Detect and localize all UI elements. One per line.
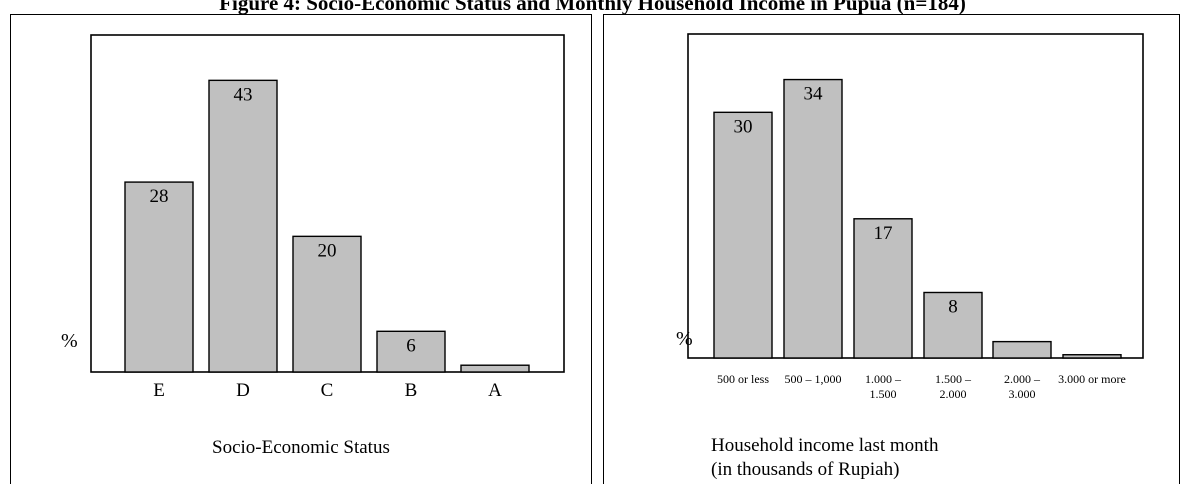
x-tick-label: D <box>236 380 250 401</box>
x-tick-label: 2.000 <box>940 387 967 401</box>
y-axis-label: % <box>676 328 693 350</box>
bar-value-label: 30 <box>734 116 753 137</box>
left-chart: 28 E 43 D 20 C 6 B A% <box>61 34 565 401</box>
bar-value-label: 34 <box>804 84 824 105</box>
right-x-axis-label-line-2: (in thousands of Rupiah) <box>711 459 900 480</box>
bar <box>124 181 194 373</box>
x-tick-label: B <box>405 380 418 401</box>
x-tick-label: C <box>321 380 334 401</box>
x-tick-label: 1.500 – <box>935 372 972 386</box>
bar-value-label: 6 <box>406 335 416 356</box>
bar <box>853 218 913 359</box>
x-tick-label: A <box>488 380 502 401</box>
bar-value-label: 17 <box>874 223 893 244</box>
bar <box>713 111 773 359</box>
x-tick-label: E <box>153 380 165 401</box>
bar <box>292 235 362 373</box>
x-tick-label: 500 – 1,000 <box>785 372 842 386</box>
bar-value-label: 8 <box>948 296 958 317</box>
bar <box>376 330 446 373</box>
x-tick-label: 1.000 – <box>865 372 902 386</box>
x-tick-label: 3.000 <box>1009 387 1036 401</box>
right-panel-frame <box>603 14 1180 484</box>
figure-title: Figure 4: Socio-Economic Status and Mont… <box>219 0 966 15</box>
plot-area-frame <box>687 33 1144 359</box>
bar <box>992 340 1052 359</box>
bar-value-label: 43 <box>234 84 253 105</box>
y-axis-label: % <box>61 330 78 352</box>
x-tick-label: 1.500 <box>870 387 897 401</box>
left-x-axis-label: Socio-Economic Status <box>212 437 390 458</box>
bar <box>923 291 983 359</box>
left-panel-frame <box>10 14 592 484</box>
bar <box>1062 354 1122 359</box>
bar-value-label: 28 <box>150 186 169 207</box>
bar <box>460 364 530 373</box>
right-x-axis-label-line-1: Household income last month <box>711 435 939 456</box>
x-tick-label: 2.000 – <box>1004 372 1041 386</box>
bar <box>208 79 278 373</box>
bar-value-label: 20 <box>318 240 337 261</box>
x-tick-label: 3.000 or more <box>1058 372 1126 386</box>
bar <box>783 78 843 359</box>
x-tick-label: 500 or less <box>717 372 769 386</box>
